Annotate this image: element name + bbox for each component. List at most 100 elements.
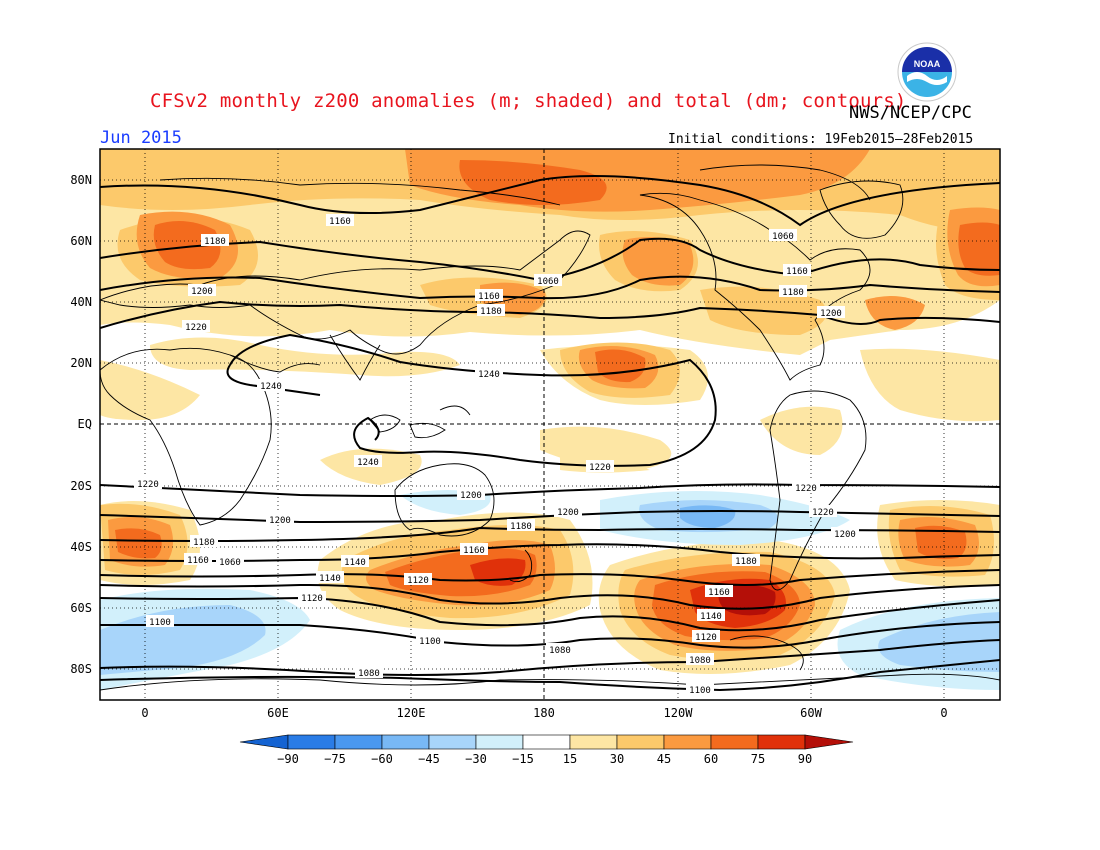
legend-swatch <box>757 734 806 750</box>
contour-label: 1180 <box>507 519 535 532</box>
lon-label-0: 0 <box>141 706 148 720</box>
legend-tick-label: −45 <box>418 752 440 766</box>
lon-label-60w: 60W <box>800 706 822 720</box>
contour-label-text: 1140 <box>700 612 722 622</box>
contour-label-text: 1160 <box>329 217 351 227</box>
contour-label: 1240 <box>475 367 503 380</box>
contour-label: 1200 <box>817 306 845 319</box>
contour-label-text: 1100 <box>689 686 711 696</box>
lat-label-60s: 60S <box>70 601 92 615</box>
contour-label-text: 1060 <box>537 277 559 287</box>
contour-label: 1200 <box>266 513 294 526</box>
contour-label-text: 1140 <box>319 574 341 584</box>
contour-label: 1200 <box>831 527 859 540</box>
contour-label-text: 1120 <box>301 594 323 604</box>
legend-arrow-high <box>804 734 854 750</box>
contour-label: 1160 <box>326 214 354 227</box>
contour-label: 1220 <box>586 460 614 473</box>
legend-swatch <box>287 734 336 750</box>
contour-label-text: 1120 <box>695 633 717 643</box>
contour-label: 1180 <box>190 535 218 548</box>
contour-label-text: 1180 <box>193 538 215 548</box>
legend-swatch <box>663 734 712 750</box>
contour-label: 1180 <box>779 285 807 298</box>
new-zealand-outline <box>509 549 533 583</box>
legend-tick-label: 45 <box>657 752 671 766</box>
legend-tick-label: −90 <box>277 752 299 766</box>
height-contours <box>100 175 1000 692</box>
contour-label: 1200 <box>457 488 485 501</box>
contour-label: 1080 <box>686 653 714 666</box>
contour-label-text: 1160 <box>478 292 500 302</box>
contour-label: 1220 <box>792 481 820 494</box>
contour-label-text: 1080 <box>358 669 380 679</box>
legend-swatch <box>569 734 618 750</box>
contour-label-text: 1200 <box>269 516 291 526</box>
legend-tick-label: 75 <box>751 752 765 766</box>
contour-label: 1200 <box>188 284 216 297</box>
lat-label-80n: 80N <box>70 173 92 187</box>
lat-label-40s: 40S <box>70 540 92 554</box>
legend-tick-label: 60 <box>704 752 718 766</box>
contour-label-text: 1220 <box>137 480 159 490</box>
contour-label-text: 1160 <box>463 546 485 556</box>
contour-label: 1120 <box>692 630 720 643</box>
contour-label: 1140 <box>697 609 725 622</box>
legend-swatch <box>428 734 477 750</box>
contour-label: 1160 <box>460 543 488 556</box>
contour-label-text: 1180 <box>782 288 804 298</box>
contour-label-text: 1180 <box>204 237 226 247</box>
contour-label-text: 1140 <box>344 558 366 568</box>
contour-label-text: 1200 <box>820 309 842 319</box>
contour-label-text: 1240 <box>478 370 500 380</box>
contour-label-text: 1160 <box>708 588 730 598</box>
contour-label-text: 1100 <box>149 618 171 628</box>
contour-label-text: 1160 <box>187 556 209 566</box>
contour-label-text: 1240 <box>260 382 282 392</box>
contour-label-text: 1200 <box>557 508 579 518</box>
contour-label-text: 1080 <box>549 646 571 656</box>
contour-label-text: 1180 <box>480 307 502 317</box>
contour-label: 1180 <box>477 304 505 317</box>
lon-label-0-right: 0 <box>940 706 947 720</box>
legend-swatch <box>710 734 759 750</box>
contour-label: 1060 <box>534 274 562 287</box>
lon-label-120e: 120E <box>397 706 426 720</box>
contour-label-text: 1060 <box>772 232 794 242</box>
contour-label-text: 1200 <box>460 491 482 501</box>
contour-label-text: 1220 <box>185 323 207 333</box>
lat-label-60n: 60N <box>70 234 92 248</box>
legend-swatch <box>616 734 665 750</box>
contour-label: 1180 <box>201 234 229 247</box>
legend-tick-label: −75 <box>324 752 346 766</box>
contour-label-text: 1200 <box>834 530 856 540</box>
contour-label: 1100 <box>146 615 174 628</box>
lat-axis-labels: 80N 60N 40N 20N EQ 20S 40S 60S 80S <box>70 173 92 676</box>
legend-tick-label: −15 <box>512 752 534 766</box>
contour-label-text: 1220 <box>795 484 817 494</box>
contour-label: 1220 <box>134 477 162 490</box>
noaa-logo-text: NOAA <box>914 59 941 69</box>
contour-label: 1080 <box>546 643 574 656</box>
contour-label: 1080 <box>355 666 383 679</box>
forecast-month: Jun 2015 <box>100 128 182 148</box>
lat-label-20s: 20S <box>70 479 92 493</box>
agency-label: NWS/NCEP/CPC <box>849 103 972 123</box>
color-legend <box>239 734 854 750</box>
lon-label-60e: 60E <box>267 706 289 720</box>
legend-tick-label: −30 <box>465 752 487 766</box>
greenland-outline <box>819 180 904 239</box>
contour-label-text: 1180 <box>735 557 757 567</box>
contour-label: 1100 <box>416 634 444 647</box>
lat-label-40n: 40N <box>70 295 92 309</box>
contour-labels: 1160 1180 1200 1220 1240 1240 1240 1220 1200 1180… <box>134 214 859 696</box>
contour-label-text: 1240 <box>357 458 379 468</box>
contour-label-text: 1120 <box>407 576 429 586</box>
contour-label-text: 1100 <box>419 637 441 647</box>
contour-label: 1140 <box>341 555 369 568</box>
noaa-logo-icon: NOAA <box>897 42 957 102</box>
plot-frame <box>99 148 1001 701</box>
legend-tick-label: 90 <box>798 752 812 766</box>
legend-tick-label: 15 <box>563 752 577 766</box>
siberia-coast <box>159 177 561 206</box>
